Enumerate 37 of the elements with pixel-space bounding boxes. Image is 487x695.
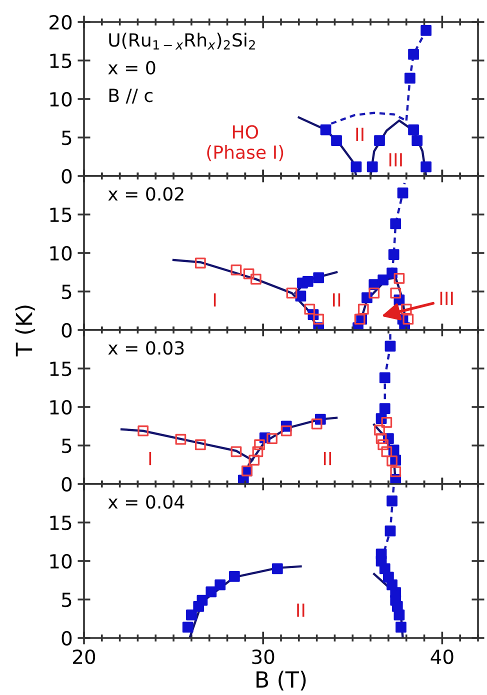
y-tick-label: 0 — [62, 168, 72, 184]
annotation: HO (Phase I) — [207, 125, 284, 162]
y-tick-label: 0 — [62, 476, 72, 492]
y-tick-label: 0 — [62, 630, 72, 646]
y-tick-label: 10 — [50, 400, 72, 415]
y-tick-label: 5 — [62, 284, 72, 300]
y-tick-label: 15 — [50, 54, 72, 68]
y-tick-label: 15 — [50, 208, 72, 222]
y-tick-label: 15 — [50, 362, 72, 376]
annotation: B // c — [109, 88, 152, 104]
y-tick-label: 15 — [50, 516, 72, 530]
annotation: II — [333, 293, 340, 306]
x-tick-label: 30 — [252, 649, 274, 664]
y-tick-label: 5 — [62, 130, 72, 146]
y-axis-title: T (K) — [15, 306, 36, 356]
x-tick-label: 20 — [73, 649, 96, 664]
annotation: I — [149, 452, 152, 466]
annotation: x = 0.02 — [108, 187, 184, 201]
annotation: III — [389, 153, 402, 166]
y-tick-label: 0 — [62, 322, 72, 338]
annotation: U(Ru$_{1−x}$Rh$_{x}$)$_{2}$Si$_{2}$ — [109, 32, 255, 50]
annotation: x = 0.04 — [108, 495, 184, 509]
annotation: II — [297, 604, 304, 617]
annotation: I — [214, 293, 216, 306]
annotation: x = 0 — [108, 60, 156, 74]
y-tick-label: 5 — [62, 592, 72, 608]
annotation: II — [324, 452, 332, 466]
y-tick-label: 20 — [50, 14, 72, 30]
annotation: II — [356, 128, 364, 141]
y-tick-label: 5 — [62, 438, 72, 454]
y-tick-label: 10 — [50, 554, 72, 569]
x-axis-title: B (T) — [256, 670, 306, 691]
y-tick-label: 10 — [50, 246, 72, 261]
annotation: III — [440, 292, 453, 305]
y-tick-label: 10 — [50, 92, 72, 107]
annotation: x = 0.03 — [108, 341, 184, 355]
x-tick-label: 40 — [430, 649, 454, 664]
